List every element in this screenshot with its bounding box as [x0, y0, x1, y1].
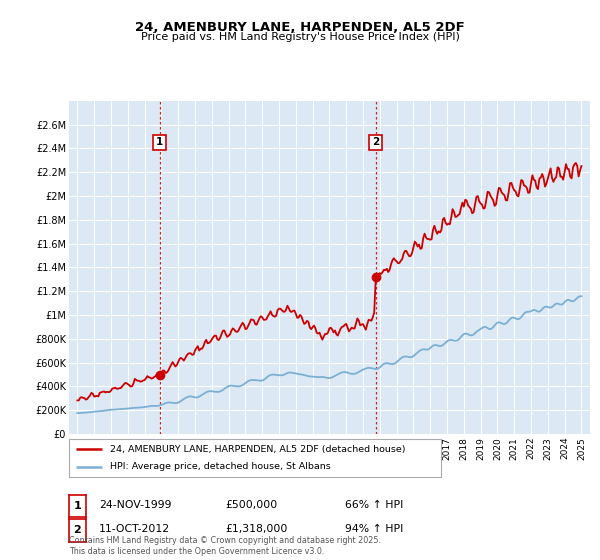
Text: 24, AMENBURY LANE, HARPENDEN, AL5 2DF (detached house): 24, AMENBURY LANE, HARPENDEN, AL5 2DF (d…	[110, 445, 406, 454]
Text: 2: 2	[372, 137, 379, 147]
Text: £500,000: £500,000	[225, 500, 277, 510]
Text: 24-NOV-1999: 24-NOV-1999	[99, 500, 172, 510]
Text: 66% ↑ HPI: 66% ↑ HPI	[345, 500, 403, 510]
Text: 94% ↑ HPI: 94% ↑ HPI	[345, 524, 403, 534]
Text: Contains HM Land Registry data © Crown copyright and database right 2025.
This d: Contains HM Land Registry data © Crown c…	[69, 536, 381, 556]
Text: Price paid vs. HM Land Registry's House Price Index (HPI): Price paid vs. HM Land Registry's House …	[140, 32, 460, 43]
Text: 1: 1	[74, 501, 81, 511]
Text: £1,318,000: £1,318,000	[225, 524, 287, 534]
Text: 11-OCT-2012: 11-OCT-2012	[99, 524, 170, 534]
Text: 2: 2	[74, 525, 81, 535]
Text: 1: 1	[156, 137, 163, 147]
Text: HPI: Average price, detached house, St Albans: HPI: Average price, detached house, St A…	[110, 463, 331, 472]
Text: 24, AMENBURY LANE, HARPENDEN, AL5 2DF: 24, AMENBURY LANE, HARPENDEN, AL5 2DF	[135, 21, 465, 34]
